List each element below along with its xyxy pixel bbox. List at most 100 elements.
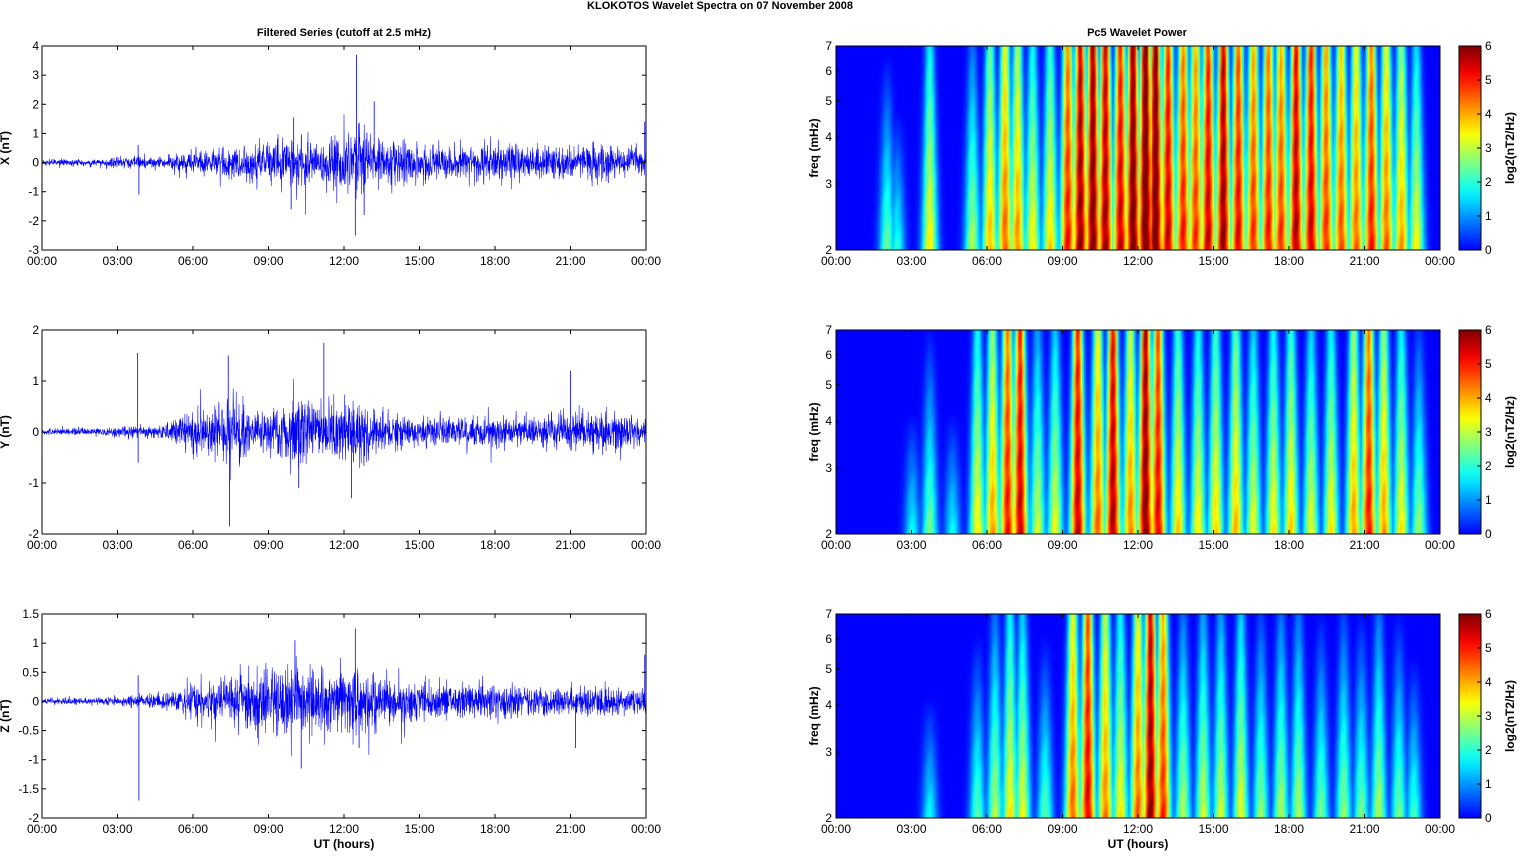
x-tick-label: 00:00 (631, 538, 661, 552)
x-tick-label: 21:00 (555, 538, 585, 552)
y-tick-label: 3 (32, 68, 39, 82)
x-tick-label: 06:00 (178, 254, 208, 268)
y-tick-label: 5 (825, 94, 832, 108)
x-tick-label: 03:00 (102, 822, 132, 836)
x-tick-label: 00:00 (821, 822, 851, 836)
wavelet-panel-x: 2 3 4 5 6 7 00:00 03:00 06:00 09:00 12:00 15:00 18:0… (807, 39, 1517, 268)
y-tick-label: -3 (28, 243, 39, 257)
x-tick-label: 06:00 (972, 822, 1002, 836)
colorbar-tick-label: 4 (1485, 107, 1492, 121)
y-axis-label: freq (mHz) (807, 402, 821, 461)
x-tick-label: 06:00 (972, 254, 1002, 268)
y-tick-label: 4 (825, 414, 832, 428)
x-tick-label: 00:00 (27, 538, 57, 552)
y-tick-label: 0 (32, 425, 39, 439)
colorbar-tick-label: 1 (1485, 209, 1492, 223)
x-tick-label: 15:00 (404, 822, 434, 836)
wavelet-power-image (836, 614, 1440, 818)
x-tick-label: 00:00 (1425, 538, 1455, 552)
x-tick-label: 09:00 (253, 822, 283, 836)
y-tick-label: 5 (825, 662, 832, 676)
x-tick-label: 00:00 (821, 254, 851, 268)
colorbar-tick-label: 6 (1485, 323, 1492, 337)
y-tick-label: 3 (825, 745, 832, 759)
y-tick-label: 7 (825, 323, 832, 337)
x-tick-label: 18:00 (480, 254, 510, 268)
x-tick-label: 03:00 (896, 538, 926, 552)
x-tick-label: 12:00 (1123, 822, 1153, 836)
colorbar-tick-label: 3 (1485, 425, 1492, 439)
x-tick-label: 18:00 (1274, 538, 1304, 552)
y-tick-label: 1 (32, 636, 39, 650)
wavelet-power-image (836, 330, 1440, 534)
y-tick-label: -2 (28, 527, 39, 541)
x-tick-label: 12:00 (329, 822, 359, 836)
colorbar-tick-label: 1 (1485, 777, 1492, 791)
colorbar-tick-label: 4 (1485, 391, 1492, 405)
y-axis-label: Y (nT) (0, 415, 12, 449)
x-tick-label: 15:00 (1198, 538, 1228, 552)
x-tick-label: 00:00 (631, 822, 661, 836)
x-tick-label: 09:00 (1047, 254, 1077, 268)
y-tick-label: 1.5 (22, 607, 39, 621)
y-tick-label: -1 (28, 753, 39, 767)
timeseries-panel-x: -3 -2 -1 0 1 2 3 4 00:00 03:00 06:00 09:00 12:00 15:0… (0, 39, 661, 268)
colorbar-tick-label: 2 (1485, 459, 1492, 473)
y-tick-label: 1 (32, 126, 39, 140)
x-tick-label: 06:00 (972, 538, 1002, 552)
y-tick-label: 0 (32, 156, 39, 170)
x-tick-label: 03:00 (102, 254, 132, 268)
colorbar-tick-label: 2 (1485, 743, 1492, 757)
colorbar-tick-label: 5 (1485, 357, 1492, 371)
timeseries-panel-y: -2 -1 0 1 2 00:00 03:00 06:00 09:00 12:00 15:00 18:… (0, 323, 661, 552)
x-axis-label: UT (hours) (1108, 837, 1169, 851)
x-tick-label: 03:00 (896, 254, 926, 268)
x-tick-label: 00:00 (1425, 822, 1455, 836)
y-tick-label: -0.5 (18, 724, 39, 738)
x-tick-label: 03:00 (102, 538, 132, 552)
y-tick-label: 2 (825, 811, 832, 825)
y-tick-label: 4 (825, 698, 832, 712)
y-tick-label: 4 (825, 130, 832, 144)
x-tick-label: 18:00 (480, 538, 510, 552)
x-tick-label: 00:00 (27, 254, 57, 268)
x-tick-label: 15:00 (404, 538, 434, 552)
x-tick-label: 21:00 (1349, 822, 1379, 836)
colorbar-label: log2(nT2/Hz) (1503, 112, 1517, 184)
x-tick-label: 18:00 (1274, 822, 1304, 836)
x-tick-label: 12:00 (329, 538, 359, 552)
wavelet-panel-z: 2 3 4 5 6 7 00:00 03:00 06:00 09:00 12:00 15:00 18:0… (807, 607, 1517, 851)
y-tick-label: 4 (32, 39, 39, 53)
y-tick-label: 6 (825, 632, 832, 646)
x-tick-label: 15:00 (1198, 822, 1228, 836)
wavelet-power-image (836, 46, 1440, 250)
left-column-title: Filtered Series (cutoff at 2.5 mHz) (257, 27, 432, 39)
y-axis-label: freq (mHz) (807, 686, 821, 745)
y-tick-label: 3 (825, 177, 832, 191)
colorbar-tick-label: 0 (1485, 811, 1492, 825)
colorbar-tick-label: 5 (1485, 641, 1492, 655)
y-axis-label: Z (nT) (0, 699, 12, 732)
x-tick-label: 18:00 (1274, 254, 1304, 268)
x-tick-label: 12:00 (1123, 254, 1153, 268)
colorbar-tick-label: 3 (1485, 709, 1492, 723)
x-tick-label: 09:00 (1047, 538, 1077, 552)
y-axis-label: freq (mHz) (807, 118, 821, 177)
y-tick-label: 7 (825, 607, 832, 621)
series-line (41, 379, 647, 481)
colorbar-tick-label: 3 (1485, 141, 1492, 155)
colorbar-tick-label: 0 (1485, 527, 1492, 541)
colorbar-tick-label: 0 (1485, 243, 1492, 257)
y-tick-label: 0.5 (22, 665, 39, 679)
x-tick-label: 00:00 (631, 254, 661, 268)
y-tick-label: 3 (825, 461, 832, 475)
y-tick-label: -1 (28, 185, 39, 199)
y-tick-label: 2 (32, 323, 39, 337)
colorbar-tick-label: 5 (1485, 73, 1492, 87)
x-tick-label: 21:00 (555, 822, 585, 836)
figure-title: KLOKOTOS Wavelet Spectra on 07 November … (587, 0, 853, 12)
x-axis-label: UT (hours) (314, 837, 375, 851)
series-line (41, 655, 647, 757)
x-tick-label: 15:00 (404, 254, 434, 268)
right-column-title: Pc5 Wavelet Power (1087, 27, 1188, 39)
